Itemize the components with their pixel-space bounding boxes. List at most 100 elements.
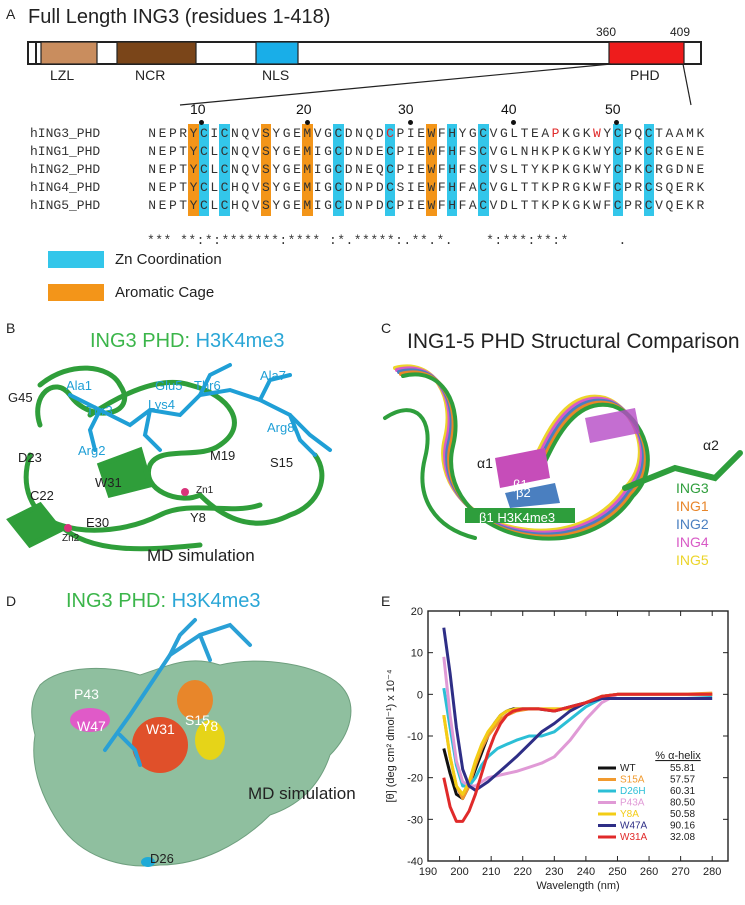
legend-name-d26h: D26H [620, 786, 646, 797]
zn-highlight-column [643, 124, 655, 216]
label-ala1: Ala1 [66, 378, 93, 393]
position-dot-20 [305, 120, 310, 125]
label-beta1: β1 [513, 477, 528, 492]
zn-highlight-column [219, 124, 230, 216]
structural-overlay-image [383, 364, 743, 541]
label-zn1: Zn1 [196, 485, 214, 496]
aromatic-highlight-column [260, 124, 272, 216]
legend-name-y8a: Y8A [620, 809, 639, 820]
label-s15: S15 [270, 455, 294, 470]
y-tick-label: 20 [411, 606, 423, 618]
x-tick-label: 190 [419, 866, 437, 878]
label-s15: S15 [185, 712, 210, 728]
phd-end-residue: 409 [670, 25, 691, 39]
position-50: 50 [605, 101, 621, 117]
domain-box-leading [27, 41, 37, 65]
domain-label-ncr: NCR [135, 67, 166, 83]
domain-lzl-box [40, 41, 98, 65]
panel-letter-d: D [6, 593, 17, 609]
label-glu5: Glu5 [155, 378, 183, 393]
panel-c-title: ING1-5 PHD Structural Comparison [407, 330, 740, 353]
panel-d-caption: MD simulation [248, 784, 356, 803]
zn-highlight-column [612, 124, 624, 216]
sequence-name: hING1_PHD [30, 144, 101, 159]
panel-b-title-protein: ING3 PHD: [90, 330, 196, 352]
zn-highlight-column [198, 124, 210, 216]
label-d23: D23 [18, 450, 42, 465]
legend-name-wt: WT [620, 763, 636, 774]
x-tick-label: 210 [482, 866, 500, 878]
label-w31: W31 [95, 475, 122, 490]
conservation-line: *** **:*:*******:**** :*.*****:.**.*. *:… [147, 233, 627, 248]
panel-b-title-peptide: H3K4me3 [195, 330, 285, 352]
legend-name-p43a: P43A [620, 798, 645, 809]
label-p43: P43 [74, 686, 99, 702]
legend-helix-p43a: 80.50 [670, 798, 695, 809]
panel-letter-e: E [381, 593, 391, 609]
panel-d-title-peptide: H3K4me3 [171, 590, 261, 612]
domain-phd-box [608, 41, 685, 65]
label-arg8: Arg8 [267, 420, 295, 435]
label-c22: C22 [30, 488, 54, 503]
x-tick-label: 240 [577, 866, 595, 878]
legend-label-zn: Zn Coordination [115, 251, 222, 268]
label-beta2: β2 [516, 485, 531, 500]
y-tick-label: 0 [417, 689, 423, 701]
structure-legend-item: ING4 [676, 534, 709, 550]
legend-label-aromatic: Aromatic Cage [115, 284, 215, 301]
position-dot-40 [511, 120, 516, 125]
domain-nls-box [255, 41, 299, 65]
y-tick-label: -20 [407, 773, 423, 785]
label-d26: D26 [150, 851, 174, 866]
label-e30: E30 [86, 515, 110, 530]
position-20: 20 [296, 101, 312, 117]
domain-map [27, 41, 702, 106]
panel-letter-a: A [6, 6, 16, 22]
legend-name-w31a: W31A [620, 832, 648, 843]
panel-letter-c: C [381, 320, 392, 336]
label-alpha1: α1 [477, 455, 493, 471]
label-alpha2: α2 [703, 437, 719, 453]
x-axis-label: Wavelength (nm) [536, 880, 619, 892]
label-m19: M19 [210, 448, 236, 463]
legend-helix-wt: 55.81 [670, 763, 695, 774]
x-tick-label: 220 [514, 866, 532, 878]
legend-helix-s15a: 57.57 [670, 775, 695, 786]
zoom-line-right [682, 63, 692, 106]
label-w31: W31 [146, 721, 175, 737]
legend-swatch-zn [48, 251, 104, 268]
label-beta1-h3k4me3: β1 H3K4me3 [479, 510, 556, 525]
legend-helix-d26h: 60.31 [670, 786, 695, 797]
position-30: 30 [398, 101, 414, 117]
label-thr3: Thr3 [86, 403, 113, 418]
domain-label-nls: NLS [262, 67, 290, 83]
position-40: 40 [501, 101, 517, 117]
sequence-name: hING5_PHD [30, 198, 101, 213]
legend-name-w47a: W47A [620, 821, 648, 832]
label-w47: W47 [77, 718, 106, 734]
aromatic-highlight-column [302, 124, 313, 216]
structure-legend-item: ING3 [676, 480, 709, 496]
aromatic-highlight-column [188, 124, 199, 216]
y-tick-label: -30 [407, 814, 423, 826]
surface-model-image [31, 618, 352, 867]
label-ala7: Ala7 [260, 368, 287, 383]
panel-b-caption: MD simulation [147, 546, 255, 565]
zoom-line-left [179, 63, 612, 106]
structure-legend-item: ING2 [676, 516, 709, 532]
panel-b-title: ING3 PHD: H3K4me3 [90, 330, 285, 353]
zn-highlight-column [478, 124, 489, 216]
series-line-w47a [442, 627, 713, 792]
legend-swatch-aromatic [48, 284, 104, 301]
label-lys4: Lys4 [148, 397, 175, 412]
label-y8: Y8 [190, 510, 206, 525]
sequence-name: hING4_PHD [30, 180, 101, 195]
aromatic-highlight-column [426, 124, 437, 216]
panel-d-title: ING3 PHD: H3K4me3 [66, 590, 261, 613]
structure-legend-item: ING1 [676, 498, 709, 514]
position-dot-50 [614, 120, 619, 125]
label-zn2: Zn2 [62, 533, 80, 544]
